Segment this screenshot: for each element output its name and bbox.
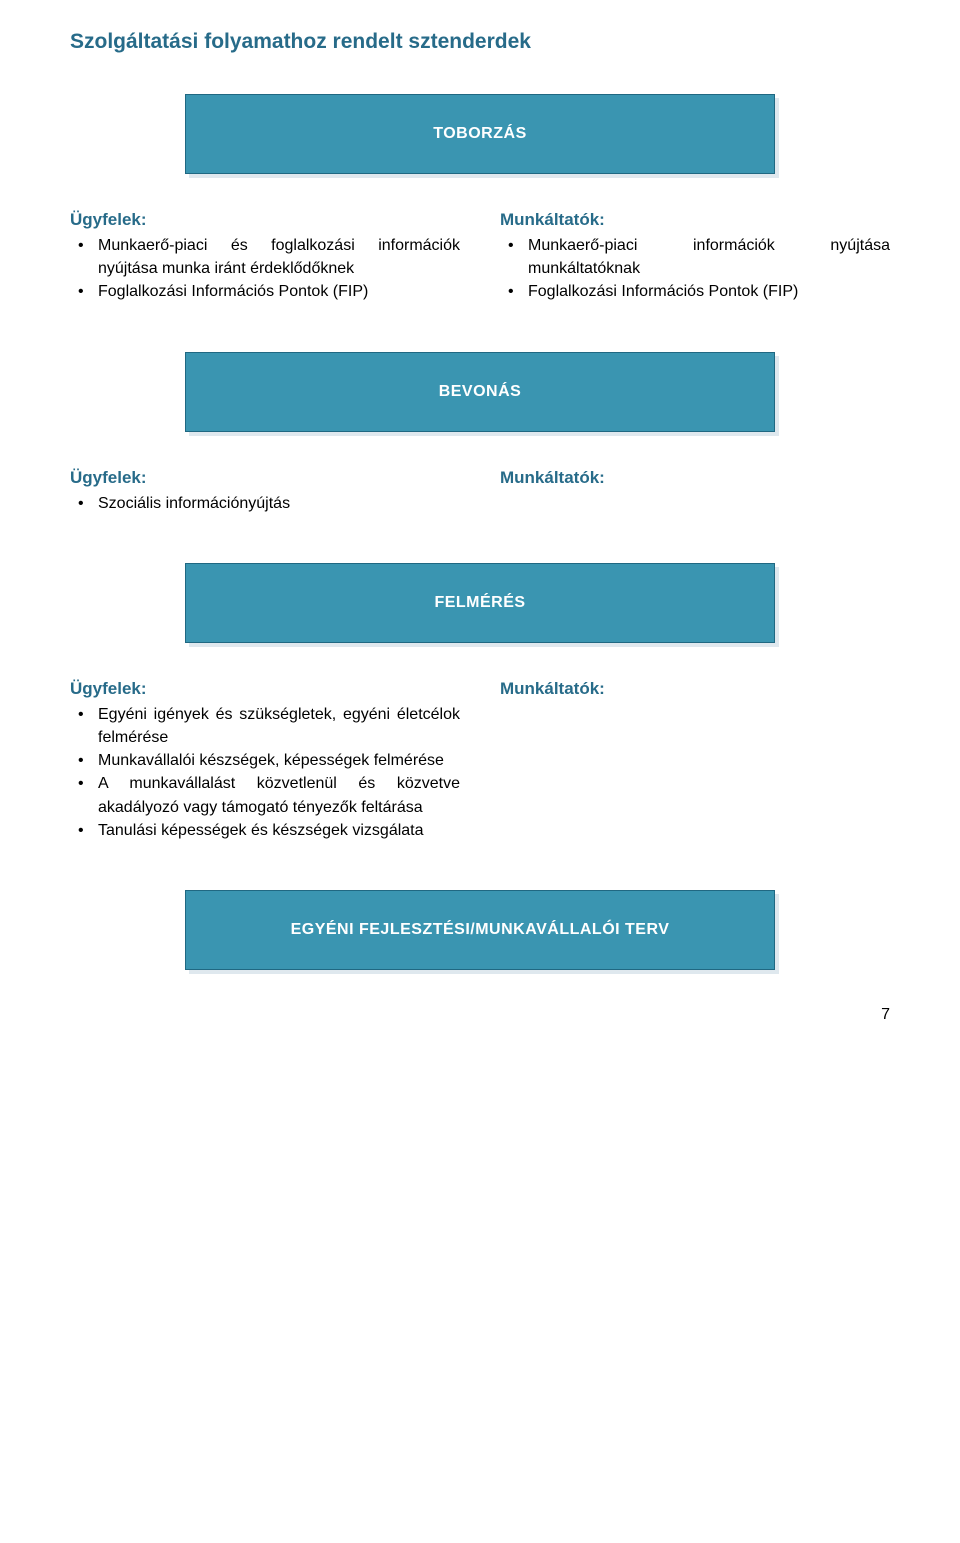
right-heading: Munkáltatók:: [500, 679, 890, 699]
left-column: Ügyfelek: Munkaerő-piaci és foglalkozási…: [70, 210, 460, 304]
phase-columns-bevonas: Ügyfelek: Szociális információnyújtás Mu…: [70, 468, 890, 515]
phase-box-bevonas: BEVONÁS: [185, 352, 775, 432]
list-item: Egyéni igények és szükségletek, egyéni é…: [74, 703, 460, 749]
page-number: 7: [70, 1006, 890, 1024]
phase-box-felmeres: FELMÉRÉS: [185, 563, 775, 643]
list-item: Munkavállalói készségek, képességek felm…: [74, 749, 460, 772]
list-item: Foglalkozási Információs Pontok (FIP): [74, 280, 460, 303]
left-heading: Ügyfelek:: [70, 679, 460, 699]
left-heading: Ügyfelek:: [70, 468, 460, 488]
right-column: Munkáltatók: Munkaerő-piaci információk …: [500, 210, 890, 304]
phase-label: TOBORZÁS: [433, 125, 526, 142]
list-item: Munkaerő-piaci és foglalkozási informáci…: [74, 234, 460, 280]
list-item: Foglalkozási Információs Pontok (FIP): [504, 280, 890, 303]
right-heading: Munkáltatók:: [500, 210, 890, 230]
left-list: Egyéni igények és szükségletek, egyéni é…: [70, 703, 460, 842]
left-column: Ügyfelek: Egyéni igények és szükségletek…: [70, 679, 460, 842]
left-column: Ügyfelek: Szociális információnyújtás: [70, 468, 460, 515]
left-heading: Ügyfelek:: [70, 210, 460, 230]
phase-columns-felmeres: Ügyfelek: Egyéni igények és szükségletek…: [70, 679, 890, 842]
list-item: Tanulási képességek és készségek vizsgál…: [74, 819, 460, 842]
right-heading: Munkáltatók:: [500, 468, 890, 488]
phase-label: EGYÉNI FEJLESZTÉSI/MUNKAVÁLLALÓI TERV: [291, 921, 670, 938]
page-title: Szolgáltatási folyamathoz rendelt sztend…: [70, 30, 890, 54]
phase-label: BEVONÁS: [439, 383, 522, 400]
phase-box-egyeni-terv: EGYÉNI FEJLESZTÉSI/MUNKAVÁLLALÓI TERV: [185, 890, 775, 970]
phase-label: FELMÉRÉS: [434, 594, 525, 611]
right-column: Munkáltatók:: [500, 679, 890, 842]
left-list: Szociális információnyújtás: [70, 492, 460, 515]
right-list: Munkaerő-piaci információk nyújtása munk…: [500, 234, 890, 304]
list-item: Munkaerő-piaci információk nyújtása munk…: [504, 234, 890, 280]
phase-columns-toborzas: Ügyfelek: Munkaerő-piaci és foglalkozási…: [70, 210, 890, 304]
right-column: Munkáltatók:: [500, 468, 890, 515]
phase-box-toborzas: TOBORZÁS: [185, 94, 775, 174]
list-item: A munkavállalást közvetlenül és közvetve…: [74, 772, 460, 818]
left-list: Munkaerő-piaci és foglalkozási informáci…: [70, 234, 460, 304]
list-item: Szociális információnyújtás: [74, 492, 460, 515]
